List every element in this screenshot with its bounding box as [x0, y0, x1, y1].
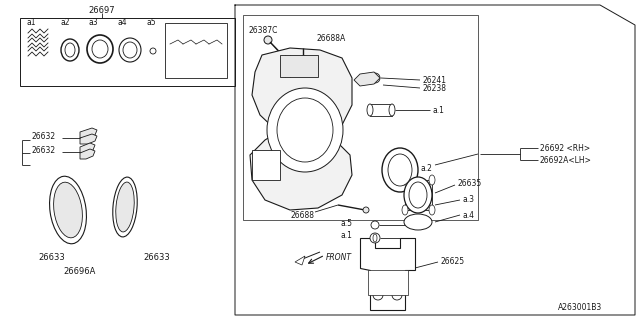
Text: a2: a2 — [60, 18, 70, 27]
Polygon shape — [295, 256, 305, 265]
Ellipse shape — [92, 40, 108, 58]
Text: FRONT: FRONT — [326, 252, 352, 261]
Text: 26697: 26697 — [89, 5, 115, 14]
Circle shape — [150, 48, 156, 54]
Text: 26692A<LH>: 26692A<LH> — [540, 156, 592, 164]
Text: 26241: 26241 — [422, 76, 446, 84]
Polygon shape — [80, 128, 97, 138]
Ellipse shape — [382, 148, 418, 192]
Ellipse shape — [388, 154, 412, 186]
Circle shape — [373, 290, 383, 300]
Ellipse shape — [402, 175, 408, 185]
Text: a1: a1 — [26, 18, 35, 27]
Text: a3: a3 — [88, 18, 98, 27]
Text: 26692 <RH>: 26692 <RH> — [540, 143, 590, 153]
Text: a.3: a.3 — [462, 196, 474, 204]
Polygon shape — [80, 143, 95, 153]
Circle shape — [370, 73, 380, 83]
Text: 26625: 26625 — [440, 258, 464, 267]
Ellipse shape — [49, 176, 86, 244]
Ellipse shape — [123, 42, 137, 58]
Ellipse shape — [65, 43, 75, 57]
Ellipse shape — [267, 88, 343, 172]
Circle shape — [371, 221, 379, 229]
Text: a.5: a.5 — [340, 219, 352, 228]
Text: a.1: a.1 — [432, 106, 444, 115]
Ellipse shape — [404, 214, 432, 230]
Text: 26688A: 26688A — [316, 34, 345, 43]
Text: 26238: 26238 — [422, 84, 446, 92]
Bar — [370, 104, 392, 116]
Circle shape — [363, 207, 369, 213]
Text: 26688: 26688 — [290, 211, 314, 220]
Text: 26633: 26633 — [143, 253, 170, 262]
Ellipse shape — [367, 104, 373, 116]
Bar — [165, 23, 227, 78]
Ellipse shape — [389, 104, 395, 116]
Text: 26387C: 26387C — [248, 26, 277, 35]
Text: 26635: 26635 — [457, 179, 481, 188]
Ellipse shape — [429, 175, 435, 185]
Text: A263001B3: A263001B3 — [558, 303, 602, 313]
Bar — [20, 18, 235, 86]
Ellipse shape — [373, 234, 377, 242]
Text: a5: a5 — [146, 18, 156, 27]
Ellipse shape — [119, 38, 141, 62]
Ellipse shape — [277, 98, 333, 162]
Ellipse shape — [54, 182, 83, 238]
Circle shape — [264, 36, 272, 44]
Bar — [368, 270, 408, 295]
Ellipse shape — [409, 182, 427, 208]
Ellipse shape — [402, 205, 408, 215]
Ellipse shape — [61, 39, 79, 61]
Ellipse shape — [87, 35, 113, 63]
Polygon shape — [360, 238, 415, 310]
Text: a.1: a.1 — [340, 231, 352, 241]
Bar — [280, 55, 318, 77]
Text: 26632: 26632 — [31, 132, 55, 140]
Ellipse shape — [404, 177, 432, 213]
Text: a.4: a.4 — [462, 211, 474, 220]
Text: 26632: 26632 — [31, 146, 55, 155]
Bar — [405, 180, 432, 210]
Bar — [243, 15, 478, 220]
Text: 26633: 26633 — [38, 253, 65, 262]
Ellipse shape — [116, 182, 134, 232]
Polygon shape — [250, 48, 352, 210]
Polygon shape — [80, 149, 95, 159]
Ellipse shape — [113, 177, 137, 237]
Circle shape — [370, 233, 380, 243]
Circle shape — [392, 290, 402, 300]
Polygon shape — [354, 72, 380, 86]
Text: 26696A: 26696A — [64, 268, 96, 276]
Bar — [252, 150, 280, 180]
Polygon shape — [80, 134, 97, 144]
Ellipse shape — [429, 205, 435, 215]
Text: a4: a4 — [117, 18, 127, 27]
Text: a.2: a.2 — [420, 164, 432, 172]
